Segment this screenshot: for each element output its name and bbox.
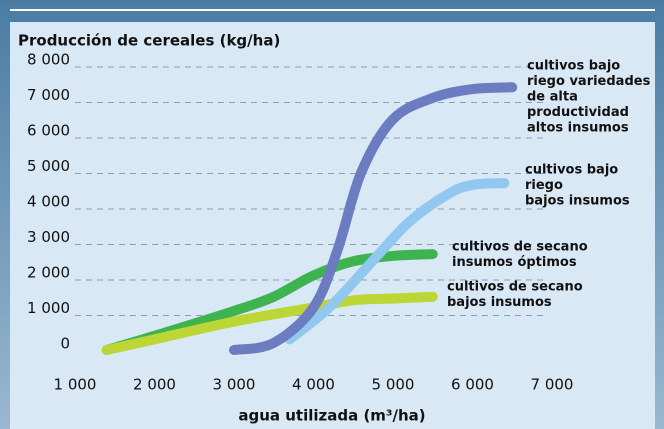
series-label: altos insumos bbox=[527, 121, 629, 136]
y-tick-label: 6 000 bbox=[27, 122, 70, 140]
y-tick-label: 2 000 bbox=[27, 264, 70, 282]
series-label: insumos óptimos bbox=[452, 255, 577, 270]
y-tick-label: 1 000 bbox=[27, 299, 70, 317]
x-tick-label: 3 000 bbox=[213, 376, 256, 394]
x-tick-label: 5 000 bbox=[372, 376, 415, 394]
series-label: cultivos bajo bbox=[525, 163, 618, 178]
x-axis-label: agua utilizada (m³/ha) bbox=[238, 407, 425, 425]
x-tick-label: 6 000 bbox=[451, 376, 494, 394]
y-tick-label: 3 000 bbox=[27, 228, 70, 246]
y-tick-label: 5 000 bbox=[27, 157, 70, 175]
series-label: de alta bbox=[527, 90, 578, 105]
series-label: bajos insumos bbox=[447, 295, 552, 310]
y-tick-label: 8 000 bbox=[27, 51, 70, 69]
series-label: riego variedades bbox=[527, 74, 651, 89]
x-tick-label: 4 000 bbox=[292, 376, 335, 394]
x-tick-label: 2 000 bbox=[133, 376, 176, 394]
series-label: cultivos de secano bbox=[447, 280, 583, 295]
x-tick-label: 7 000 bbox=[531, 376, 574, 394]
y-tick-label: 0 bbox=[60, 335, 70, 353]
series-line bbox=[229, 82, 518, 355]
x-tick-label: 1 000 bbox=[54, 376, 97, 394]
series-label: cultivos bajo bbox=[527, 59, 620, 74]
series-line bbox=[284, 178, 510, 345]
series-label: cultivos de secano bbox=[452, 240, 588, 255]
y-tick-label: 7 000 bbox=[27, 86, 70, 104]
chart-title: Producción de cereales (kg/ha) bbox=[18, 32, 280, 50]
series-label: productividad bbox=[527, 105, 629, 120]
series-label: riego bbox=[525, 178, 563, 193]
panel bbox=[10, 22, 655, 429]
y-tick-label: 4 000 bbox=[27, 193, 70, 211]
series-label: bajos insumos bbox=[525, 194, 630, 209]
